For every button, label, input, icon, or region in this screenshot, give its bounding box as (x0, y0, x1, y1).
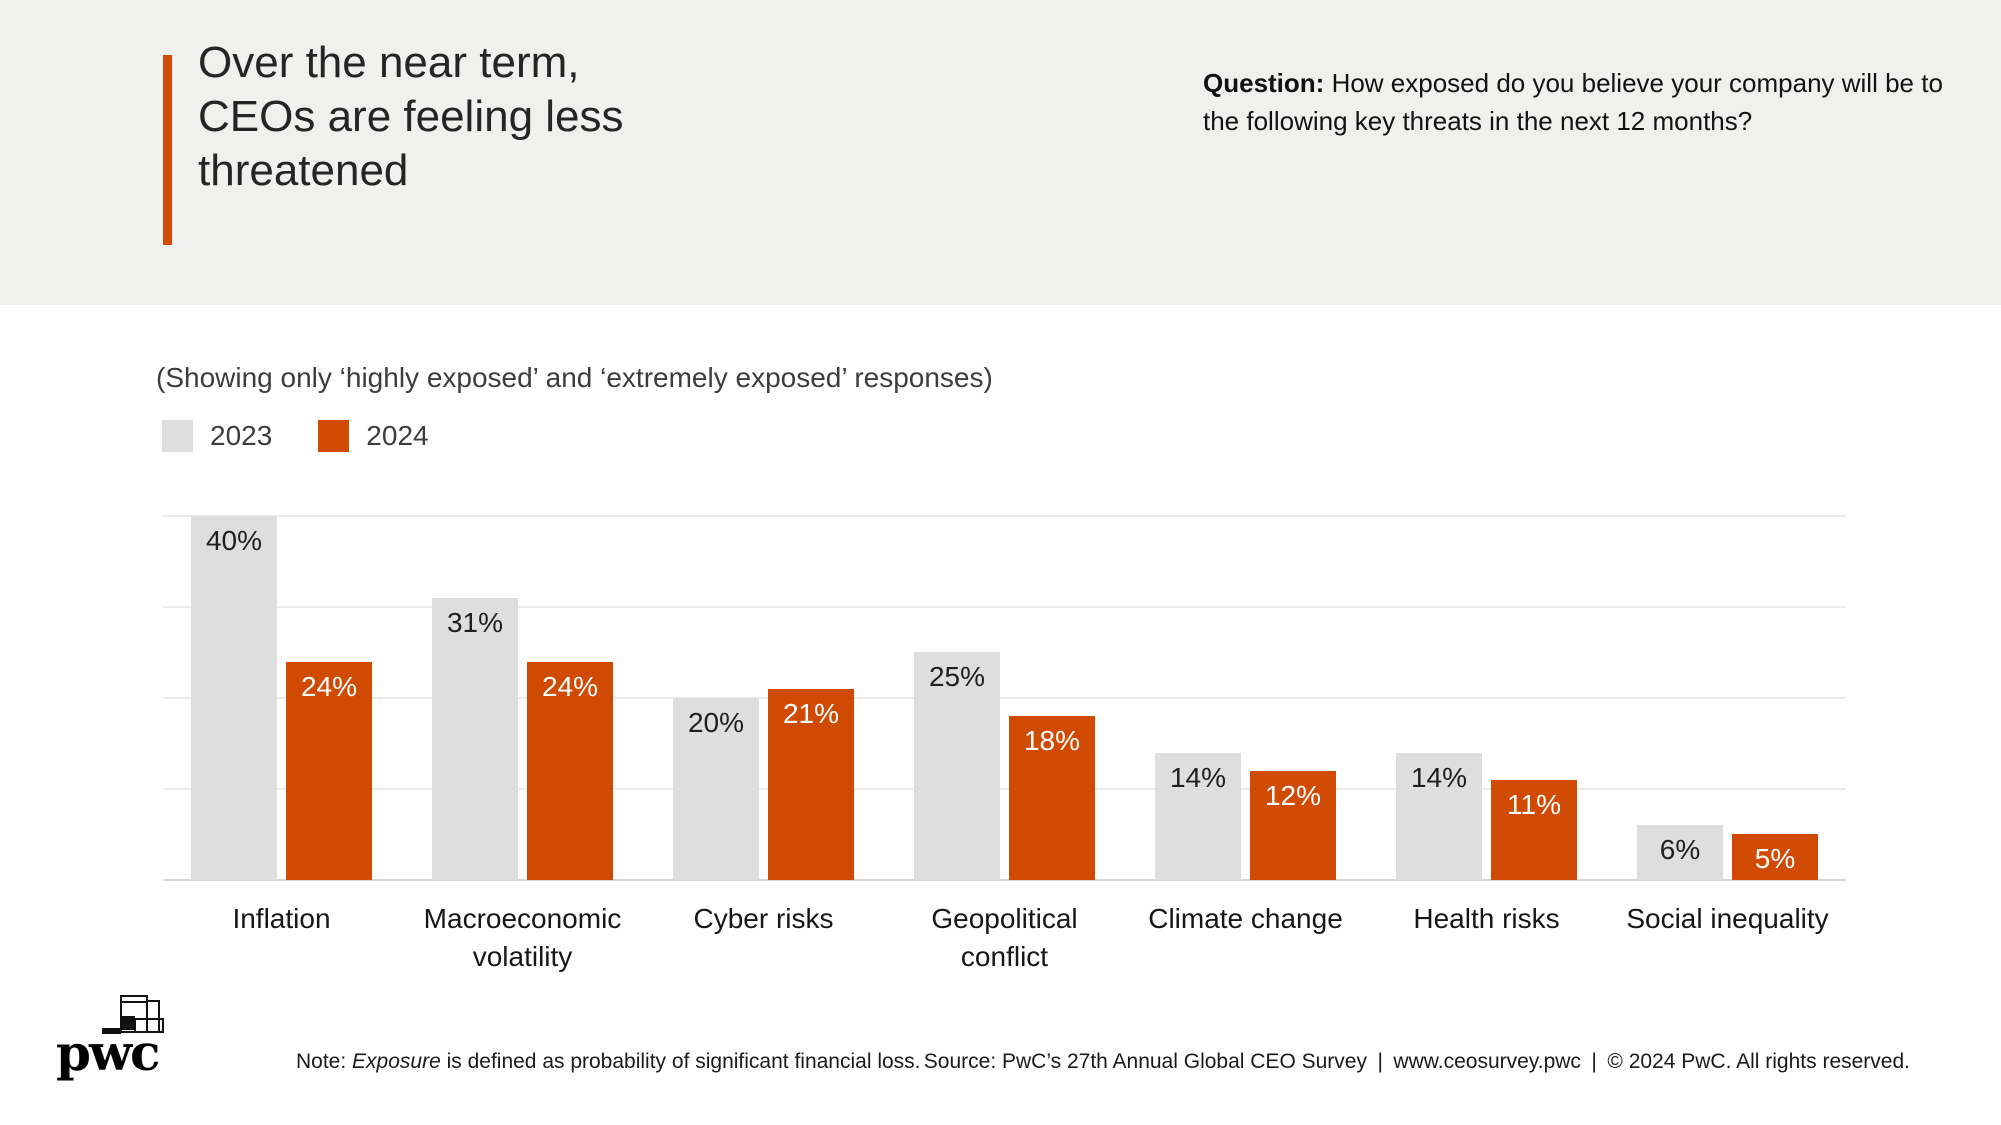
value-label-2024-geopolitical-conflict: 18% (1023, 725, 1081, 756)
title-accent-bar (163, 55, 172, 245)
gridline-40 (163, 515, 1846, 517)
value-label-2024-social-inequality: 5% (1754, 843, 1796, 874)
header-band (0, 0, 2001, 305)
x-axis-line (163, 879, 1846, 881)
source-line: Source: PwC’s 27th Annual Global CEO Sur… (923, 1050, 1910, 1073)
footnote-italic-term: Exposure (352, 1050, 441, 1073)
chart-legend: 2023 2024 (162, 420, 429, 452)
value-label-2023-macroeconomic-volatility: 31% (446, 607, 504, 638)
footnote-label: Note: (296, 1050, 353, 1073)
bar-2024-geopolitical-conflict: 18% (1009, 716, 1095, 880)
legend-item-2023: 2023 (162, 420, 272, 452)
value-label-2023-geopolitical-conflict: 25% (928, 661, 986, 692)
bar-2024-health-risks: 11% (1491, 780, 1577, 880)
value-label-2023-health-risks: 14% (1410, 762, 1468, 793)
legend-label-2024: 2024 (366, 420, 429, 451)
value-label-2023-social-inequality: 6% (1659, 834, 1701, 865)
bar-2023-health-risks: 14% (1396, 753, 1482, 880)
category-label-macroeconomic-volatility: Macroeconomic volatility (423, 903, 622, 972)
value-label-2024-inflation: 24% (300, 671, 358, 702)
bar-2023-geopolitical-conflict: 25% (914, 652, 1000, 880)
pwc-logo-wordmark: pwc (56, 1023, 160, 1082)
legend-swatch-2023 (162, 420, 193, 452)
legend-swatch-2024 (318, 420, 350, 452)
gridline-20 (163, 697, 1846, 699)
bar-2023-social-inequality: 6% (1637, 825, 1723, 880)
gridline-30 (163, 606, 1846, 608)
bar-2024-climate-change: 12% (1250, 771, 1336, 880)
footnote-rest: is defined as probability of significant… (440, 1050, 921, 1073)
value-label-2023-climate-change: 14% (1169, 762, 1227, 793)
question-label: Question: (1203, 68, 1325, 98)
gridline-10 (163, 788, 1846, 790)
category-label-health-risks: Health risks (1413, 903, 1560, 934)
category-label-cyber-risks: Cyber risks (693, 903, 834, 934)
legend-item-2024: 2024 (318, 420, 429, 452)
bar-2023-inflation: 40% (191, 516, 277, 880)
value-label-2024-macroeconomic-volatility: 24% (541, 671, 599, 702)
value-label-2024-health-risks: 11% (1507, 789, 1561, 820)
legend-label-2023: 2023 (210, 420, 273, 451)
value-label-2023-cyber-risks: 20% (687, 707, 745, 738)
footnote: Note: Exposure is defined as probability… (296, 1050, 921, 1074)
category-label-climate-change: Climate change (1148, 903, 1343, 934)
value-label-2023-inflation: 40% (205, 525, 263, 556)
bar-2024-social-inequality: 5% (1732, 834, 1818, 880)
question-text: How exposed do you believe your company … (1203, 68, 1943, 136)
category-label-social-inequality: Social inequality (1626, 903, 1829, 934)
category-label-inflation: Inflation (232, 903, 331, 934)
bar-2023-climate-change: 14% (1155, 753, 1241, 880)
bar-2023-cyber-risks: 20% (673, 698, 759, 880)
pwc-logo-icon (102, 995, 164, 1034)
bar-2024-cyber-risks: 21% (768, 689, 854, 880)
value-label-2024-climate-change: 12% (1264, 780, 1322, 811)
value-label-2024-cyber-risks: 21% (782, 698, 840, 729)
question-block: Question: How exposed do you believe you… (1203, 64, 1943, 140)
bar-2024-inflation: 24% (286, 662, 372, 880)
category-label-geopolitical-conflict: Geopolitical conflict (931, 903, 1078, 972)
bar-2023-macroeconomic-volatility: 31% (432, 598, 518, 880)
plot-area: 40% 24% Inflation 31% 24% Macroeconomic volat… (163, 515, 1846, 972)
page-title: Over the near term, CEOs are feeling les… (198, 38, 624, 195)
bar-2024-macroeconomic-volatility: 24% (527, 662, 613, 880)
chart-subtitle: (Showing only ‘highly exposed’ and ‘extr… (156, 362, 993, 393)
